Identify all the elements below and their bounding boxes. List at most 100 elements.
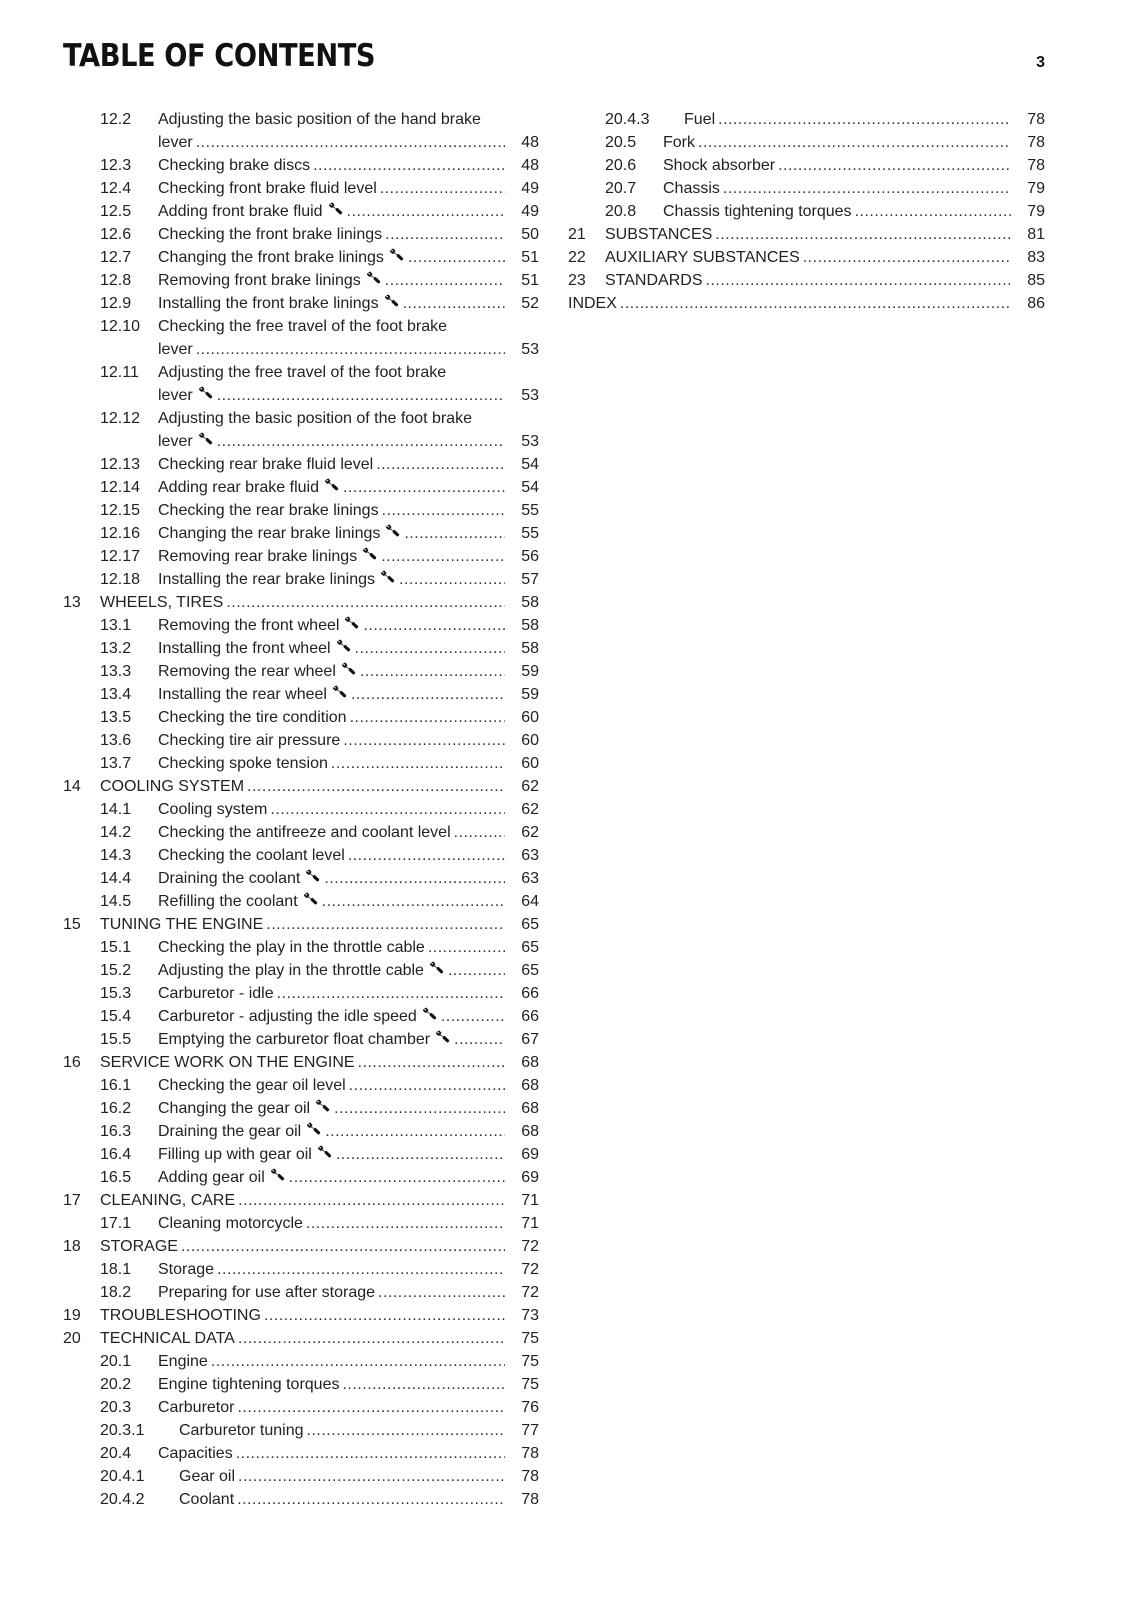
toc-entry[interactable]: 20.1 Engine 75 — [63, 1350, 539, 1373]
toc-entry[interactable]: 18 STORAGE 72 — [63, 1235, 539, 1258]
toc-entry[interactable]: 16.3 Draining the gear oil 68 — [63, 1120, 539, 1143]
toc-entry[interactable]: 16.2 Changing the gear oil 68 — [63, 1097, 539, 1120]
toc-entry[interactable]: 20.2 Engine tightening torques 75 — [63, 1373, 539, 1396]
toc-entry[interactable]: 12.15 Checking the rear brake linings 55 — [63, 499, 539, 522]
toc-entry[interactable]: 17.1 Cleaning motorcycle 71 — [63, 1212, 539, 1235]
toc-entry[interactable]: 18.1 Storage 72 — [63, 1258, 539, 1281]
page-number: 3 — [1036, 54, 1045, 71]
toc-entry[interactable]: 14 COOLING SYSTEM 62 — [63, 775, 539, 798]
toc-entry[interactable]: 13.3 Removing the rear wheel 59 — [63, 660, 539, 683]
toc-entry[interactable]: 12.2 Adjusting the basic position of the … — [63, 108, 539, 154]
entry-title: Adding rear brake fluid — [158, 479, 319, 496]
entry-number: 12.12 — [100, 410, 141, 427]
toc-entry[interactable]: 20.4.2 Coolant 78 — [63, 1488, 539, 1511]
entry-title: SUBSTANCES — [605, 226, 713, 243]
toc-entry[interactable]: 16.5 Adding gear oil 69 — [63, 1166, 539, 1189]
entry-page: 86 — [1027, 295, 1045, 312]
toc-entry[interactable]: 12.4 Checking front brake fluid level 49 — [63, 177, 539, 200]
entry-number: 14.4 — [100, 870, 132, 887]
toc-entry[interactable]: 12.14 Adding rear brake fluid 54 — [63, 476, 539, 499]
entry-title-continued: lever — [158, 134, 193, 151]
dot-leader — [620, 292, 1011, 315]
toc-entry[interactable]: 19 TROUBLESHOOTING 73 — [63, 1304, 539, 1327]
toc-entry[interactable]: 12.3 Checking brake discs 48 — [63, 154, 539, 177]
toc-entry[interactable]: 20.4.3 Fuel 78 — [568, 108, 1045, 131]
toc-entry[interactable]: 12.8 Removing front brake linings 51 — [63, 269, 539, 292]
toc-entry[interactable]: 15.5 Emptying the carburetor float chambe… — [63, 1028, 539, 1051]
toc-entry[interactable]: 14.1 Cooling system 62 — [63, 798, 539, 821]
entry-page: 78 — [521, 1445, 539, 1462]
dot-leader — [238, 1465, 505, 1488]
dot-leader — [698, 131, 1011, 154]
toc-entry[interactable]: 15.2 Adjusting the play in the throttle c… — [63, 959, 539, 982]
entry-title: Chassis — [663, 180, 720, 197]
entry-number: 16 — [63, 1054, 81, 1071]
toc-entry[interactable]: 14.5 Refilling the coolant 64 — [63, 890, 539, 913]
entry-title: CLEANING, CARE — [100, 1192, 236, 1209]
toc-entry[interactable]: 12.7 Changing the front brake linings 51 — [63, 246, 539, 269]
toc-entry[interactable]: 20.5 Fork 78 — [568, 131, 1045, 154]
toc-entry[interactable]: 12.18 Installing the rear brake linings 57 — [63, 568, 539, 591]
toc-entry[interactable]: 12.17 Removing rear brake linings 56 — [63, 545, 539, 568]
dot-leader — [360, 660, 505, 683]
toc-entry[interactable]: 20.8 Chassis tightening torques 79 — [568, 200, 1045, 223]
entry-number: 14 — [63, 778, 81, 795]
entry-title: Carburetor - idle — [158, 985, 274, 1002]
entry-page: 60 — [521, 755, 539, 772]
toc-entry[interactable]: 12.12 Adjusting the basic position of the… — [63, 407, 539, 453]
entry-title: Engine tightening torques — [158, 1376, 340, 1393]
entry-number: 16.1 — [100, 1077, 132, 1094]
toc-entry[interactable]: 16.4 Filling up with gear oil 69 — [63, 1143, 539, 1166]
toc-entry[interactable]: 12.13 Checking rear brake fluid level 54 — [63, 453, 539, 476]
toc-entry[interactable]: 13 WHEELS, TIRES 58 — [63, 591, 539, 614]
toc-entry[interactable]: 17 CLEANING, CARE 71 — [63, 1189, 539, 1212]
toc-entry[interactable]: 22 AUXILIARY SUBSTANCES 83 — [568, 246, 1045, 269]
toc-entry[interactable]: 20.4.1 Gear oil 78 — [63, 1465, 539, 1488]
entry-page: 55 — [521, 525, 539, 542]
toc-entry[interactable]: 12.11 Adjusting the free travel of the fo… — [63, 361, 539, 407]
entry-number: 17.1 — [100, 1215, 132, 1232]
dot-leader — [403, 292, 505, 315]
entry-page: 79 — [1027, 180, 1045, 197]
entry-title: Adding gear oil — [158, 1169, 265, 1186]
toc-entry[interactable]: 20.4 Capacities 78 — [63, 1442, 539, 1465]
toc-entry[interactable]: 12.9 Installing the front brake linings 52 — [63, 292, 539, 315]
toc-entry[interactable]: 13.1 Removing the front wheel 58 — [63, 614, 539, 637]
entry-title: SERVICE WORK ON THE ENGINE — [100, 1054, 355, 1071]
toc-entry[interactable]: 14.2 Checking the antifreeze and coolant … — [63, 821, 539, 844]
toc-entry[interactable]: 12.5 Adding front brake fluid 49 — [63, 200, 539, 223]
wrench-icon — [315, 1097, 331, 1112]
toc-entry[interactable]: 20.3 Carburetor 76 — [63, 1396, 539, 1419]
toc-entry[interactable]: 13.7 Checking spoke tension 60 — [63, 752, 539, 775]
toc-entry[interactable]: 12.6 Checking the front brake linings 50 — [63, 223, 539, 246]
dot-leader — [343, 729, 505, 752]
toc-entry[interactable]: 13.4 Installing the rear wheel 59 — [63, 683, 539, 706]
toc-entry[interactable]: 15.4 Carburetor - adjusting the idle spee… — [63, 1005, 539, 1028]
toc-entry[interactable]: 20.6 Shock absorber 78 — [568, 154, 1045, 177]
toc-entry[interactable]: 13.2 Installing the front wheel 58 — [63, 637, 539, 660]
toc-entry[interactable]: 14.3 Checking the coolant level 63 — [63, 844, 539, 867]
toc-entry[interactable]: 16 SERVICE WORK ON THE ENGINE 68 — [63, 1051, 539, 1074]
toc-entry[interactable]: 20 TECHNICAL DATA 75 — [63, 1327, 539, 1350]
toc-entry[interactable]: 12.10 Checking the free travel of the foo… — [63, 315, 539, 361]
toc-entry[interactable]: 12.16 Changing the rear brake linings 55 — [63, 522, 539, 545]
toc-entry[interactable]: 23 STANDARDS 85 — [568, 269, 1045, 292]
entry-number: 12.18 — [100, 571, 141, 588]
toc-entry[interactable]: INDEX 86 — [568, 292, 1045, 315]
wrench-icon — [344, 614, 360, 629]
toc-entry[interactable]: 18.2 Preparing for use after storage 72 — [63, 1281, 539, 1304]
toc-entry[interactable]: 13.6 Checking tire air pressure 60 — [63, 729, 539, 752]
toc-entry[interactable]: 13.5 Checking the tire condition 60 — [63, 706, 539, 729]
toc-entry[interactable]: 21 SUBSTANCES 81 — [568, 223, 1045, 246]
wrench-icon — [328, 200, 344, 215]
toc-entry[interactable]: 16.1 Checking the gear oil level 68 — [63, 1074, 539, 1097]
entry-title: STORAGE — [100, 1238, 178, 1255]
toc-entry[interactable]: 14.4 Draining the coolant 63 — [63, 867, 539, 890]
toc-entry[interactable]: 15.3 Carburetor - idle 66 — [63, 982, 539, 1005]
entry-title: TROUBLESHOOTING — [100, 1307, 261, 1324]
toc-entry[interactable]: 15 TUNING THE ENGINE 65 — [63, 913, 539, 936]
toc-entry[interactable]: 20.3.1 Carburetor tuning 77 — [63, 1419, 539, 1442]
dot-leader — [454, 821, 505, 844]
toc-entry[interactable]: 20.7 Chassis 79 — [568, 177, 1045, 200]
toc-entry[interactable]: 15.1 Checking the play in the throttle ca… — [63, 936, 539, 959]
